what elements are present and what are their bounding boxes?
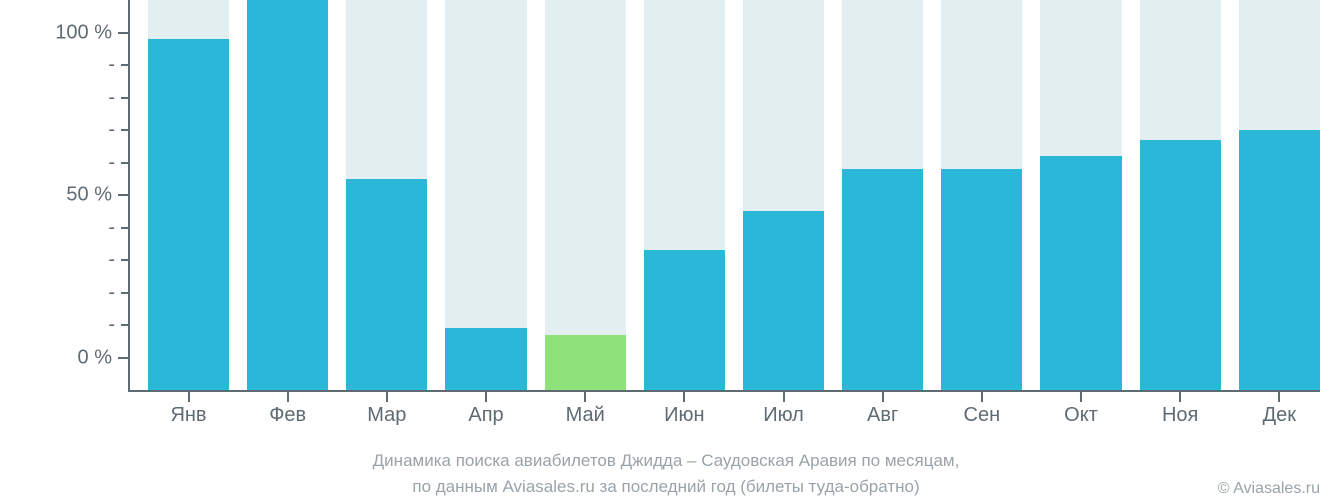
bar-value [1140,140,1221,390]
x-axis-label: Июл [763,404,804,427]
y-tick-minor [121,324,128,326]
bar-slot [1140,0,1221,390]
bar-value [743,211,824,390]
y-axis-label: 0 % [78,346,112,369]
y-axis-label: 100 % [55,21,112,44]
bar-value [445,328,526,390]
y-tick-minor [121,227,128,229]
y-axis-minor-label: - [108,249,115,272]
x-axis-label: Ноя [1162,404,1198,427]
bar-value [1239,130,1320,390]
y-axis-minor-label: - [108,216,115,239]
y-axis-label: 50 % [66,184,112,207]
y-axis-minor-label: - [108,281,115,304]
bar-value [545,335,626,390]
bar-slot [346,0,427,390]
bar-value [148,39,229,390]
bar-value [842,169,923,390]
y-tick-major [118,357,128,359]
x-axis-label: Фев [269,404,306,427]
x-axis-label: Авг [867,404,898,427]
bar-slot [1239,0,1320,390]
x-tick [1080,392,1082,402]
y-tick-minor [121,292,128,294]
x-axis-line [128,390,1320,392]
y-tick-minor [121,97,128,99]
caption-line2: по данным Aviasales.ru за последний год … [412,477,919,496]
y-axis-minor-label: - [108,54,115,77]
bar-slot [941,0,1022,390]
y-tick-minor [121,162,128,164]
bar-value [247,0,328,390]
x-tick [584,392,586,402]
y-tick-major [118,32,128,34]
x-tick [882,392,884,402]
y-axis-minor-label: - [108,119,115,142]
x-axis-label: Сен [964,404,1001,427]
x-tick [981,392,983,402]
bar-slot [445,0,526,390]
y-tick-minor [121,259,128,261]
x-axis-label: Апр [468,404,503,427]
x-axis-label: Янв [170,404,206,427]
watermark: © Aviasales.ru [1218,480,1320,498]
x-axis-label: Июн [664,404,704,427]
bar-value [941,169,1022,390]
bar-slot [842,0,923,390]
x-tick [287,392,289,402]
chart-caption: Динамика поиска авиабилетов Джидда – Сау… [0,448,1332,499]
bar-slot [545,0,626,390]
bar-slot [148,0,229,390]
bar-value [644,250,725,390]
x-tick [1278,392,1280,402]
caption-line1: Динамика поиска авиабилетов Джидда – Сау… [373,451,960,470]
bar-value [346,179,427,390]
y-axis-minor-label: - [108,314,115,337]
x-tick [188,392,190,402]
bar-slot [743,0,824,390]
x-axis-label: Май [566,404,605,427]
x-axis-label: Окт [1064,404,1098,427]
y-axis-minor-label: - [108,151,115,174]
bar-slot [1040,0,1121,390]
plot-area [130,0,1320,390]
x-tick [1179,392,1181,402]
bar-background [545,0,626,390]
y-tick-minor [121,129,128,131]
y-axis-line [128,0,130,390]
x-tick [783,392,785,402]
chart-container: 0 % 50 % 100 % - - - - - - - - Янв Фев Мар Апр Май Июн И… [0,0,1332,502]
x-axis-label: Дек [1263,404,1296,427]
x-tick [386,392,388,402]
bar-value [1040,156,1121,390]
bar-slot [247,0,328,390]
bar-slot [644,0,725,390]
x-axis-label: Мар [367,404,406,427]
x-tick [683,392,685,402]
y-axis-minor-label: - [108,86,115,109]
x-tick [485,392,487,402]
y-tick-major [118,194,128,196]
y-tick-minor [121,64,128,66]
